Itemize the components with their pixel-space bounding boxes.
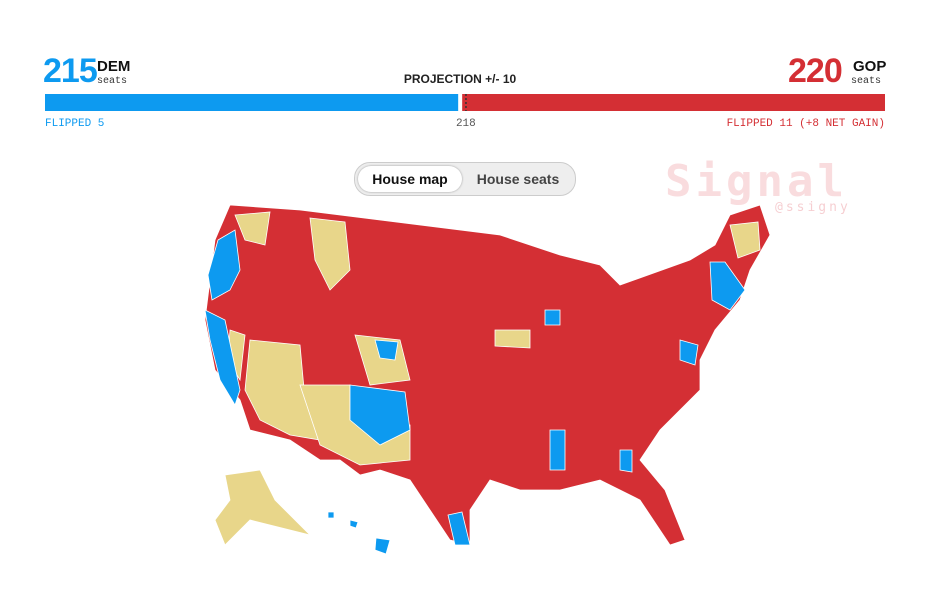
dem-unit: seats	[97, 76, 128, 87]
dem-bar	[45, 94, 459, 111]
watermark: Signal	[665, 156, 848, 207]
gop-unit: seats	[851, 76, 882, 87]
gop-bar	[462, 94, 885, 111]
gop-flipped: FLIPPED 11 (+8 NET GAIN)	[726, 118, 885, 130]
gop-label: GOP	[853, 58, 887, 75]
watermark-handle: @ssigny	[775, 200, 851, 215]
tab[interactable]: House map	[358, 166, 462, 192]
gop-seats: 220	[788, 52, 843, 90]
map	[204, 204, 771, 555]
dem-seats: 215	[43, 52, 98, 90]
majority-label: 218	[455, 118, 476, 130]
seat-bar	[45, 94, 885, 111]
tab[interactable]: House seats	[476, 171, 560, 187]
tab-bar: House map House seats	[354, 162, 576, 196]
dem-label: DEM	[97, 58, 131, 75]
dem-flipped: FLIPPED 5	[45, 118, 105, 130]
projection: PROJECTION +/- 10	[403, 72, 517, 86]
